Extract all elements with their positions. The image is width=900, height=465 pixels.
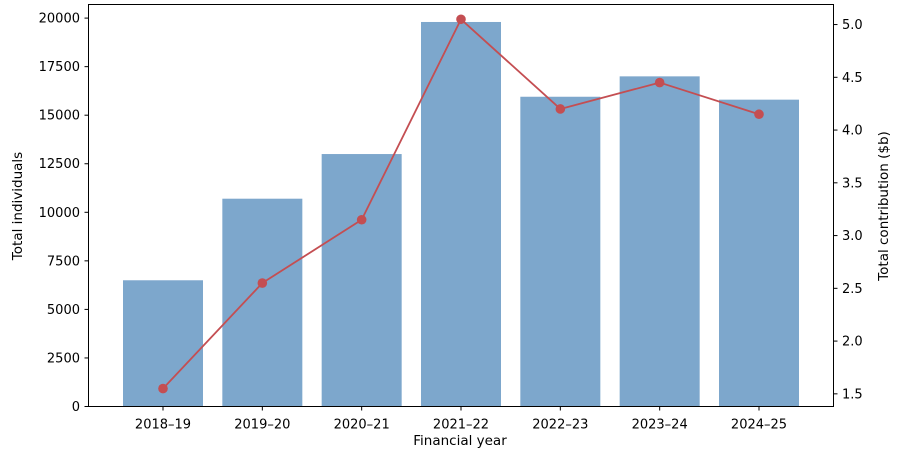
line-point-2024–25: [754, 109, 764, 120]
bar-2024–25: [719, 99, 799, 407]
line-point-2018–19: [158, 383, 168, 394]
x-axis-label: Financial year: [413, 433, 507, 449]
y-left-tick-label: 5000: [47, 303, 80, 318]
y-right-tick-label: 1.5: [842, 387, 863, 402]
y-right-tick-label: 4.0: [842, 124, 863, 139]
y-left-tick-label: 7500: [47, 254, 80, 269]
y-axis-label-right: Total contribution ($b): [876, 131, 892, 281]
line-point-2022–23: [555, 104, 566, 114]
y-left-tick-label: 10000: [39, 206, 80, 221]
x-tick-label: 2023–24: [632, 418, 688, 433]
y-right-tick-label: 2.5: [842, 282, 863, 297]
bar-2019–20: [222, 198, 303, 407]
line-point-2019–20: [257, 278, 268, 288]
bar-2020–21: [321, 154, 402, 407]
line-point-2020–21: [356, 214, 367, 225]
line-point-2023–24: [654, 77, 665, 88]
y-axis-label-left: Total individuals: [10, 151, 26, 261]
y-left-tick-label: 20000: [39, 12, 80, 27]
bar-2022–23: [520, 96, 601, 407]
bar-2023–24: [619, 76, 700, 407]
y-right-tick-label: 3.5: [842, 176, 863, 191]
x-tick-label: 2024–25: [731, 418, 787, 433]
x-tick-label: 2019–20: [234, 418, 290, 433]
y-right-tick-label: 5.0: [842, 18, 863, 33]
y-left-tick-label: 15000: [39, 109, 80, 124]
y-left-tick-label: 17500: [39, 60, 80, 75]
bar-2021–22: [421, 21, 501, 407]
y-left-tick-label: 12500: [39, 157, 80, 172]
x-tick-label: 2018–19: [135, 418, 191, 433]
y-left-tick-label: 2500: [47, 351, 80, 366]
y-right-tick-label: 3.0: [842, 229, 863, 244]
line-point-2021–22: [456, 14, 466, 25]
x-tick-label: 2022–23: [532, 418, 588, 433]
x-tick-label: 2020–21: [334, 418, 390, 433]
y-left-tick-label: 0: [72, 400, 80, 415]
x-tick-label: 2021–22: [433, 418, 489, 433]
y-right-tick-label: 4.5: [842, 71, 863, 86]
y-right-tick-label: 2.0: [842, 335, 863, 350]
